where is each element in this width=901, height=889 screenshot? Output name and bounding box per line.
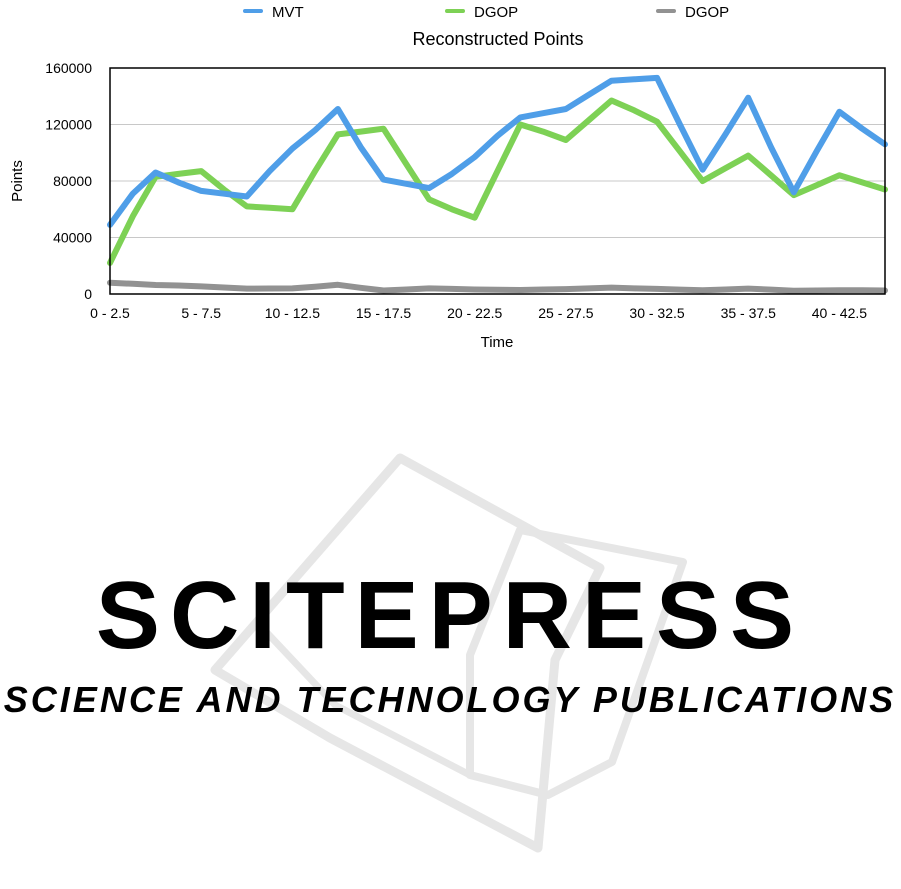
x-tick-label: 20 - 22.5 (447, 305, 502, 321)
y-tick-label: 160000 (45, 60, 92, 76)
x-tick-label: 25 - 27.5 (538, 305, 593, 321)
watermark-subtitle: SCIENCE AND TECHNOLOGY PUBLICATIONS (4, 679, 896, 720)
legend-label: MVT (272, 4, 304, 21)
series-lines (107, 74, 888, 294)
watermark-title: SCITEPRESS (96, 562, 804, 669)
watermark-book-outline (210, 453, 605, 853)
x-axis-label: Time (481, 334, 514, 351)
y-axis-ticks: 0 40000 80000 120000 160000 (45, 60, 92, 302)
series-line-2 (107, 279, 888, 294)
x-tick-label: 30 - 32.5 (629, 305, 684, 321)
plot-frame (109, 67, 886, 295)
watermark-book-icon (210, 453, 687, 853)
legend-label: DGOP (474, 4, 518, 21)
x-axis-ticks: 0 - 2.5 5 - 7.5 10 - 12.5 15 - 17.5 20 - 22.… (90, 305, 867, 321)
y-tick-label: 120000 (45, 117, 92, 133)
series-line-1 (107, 97, 888, 266)
x-tick-label: 40 - 42.5 (812, 305, 867, 321)
x-tick-label: 5 - 7.5 (181, 305, 221, 321)
y-tick-label: 80000 (53, 173, 92, 189)
y-tick-label: 40000 (53, 230, 92, 246)
gridlines (110, 124, 885, 238)
x-tick-label: 35 - 37.5 (721, 305, 776, 321)
legend: MVT DGOP DGOP (243, 4, 729, 21)
watermark-logo: SCITEPRESS SCIENCE AND TECHNOLOGY PUBLIC… (4, 453, 896, 853)
y-tick-label: 0 (84, 286, 92, 302)
x-tick-label: 10 - 12.5 (265, 305, 320, 321)
series-line-0 (107, 74, 888, 228)
y-axis-label: Points (9, 160, 26, 202)
chart-title: Reconstructed Points (412, 29, 583, 49)
x-tick-label: 15 - 17.5 (356, 305, 411, 321)
legend-label: DGOP (685, 4, 729, 21)
watermark-book-spine (252, 617, 472, 779)
x-tick-label: 0 - 2.5 (90, 305, 130, 321)
